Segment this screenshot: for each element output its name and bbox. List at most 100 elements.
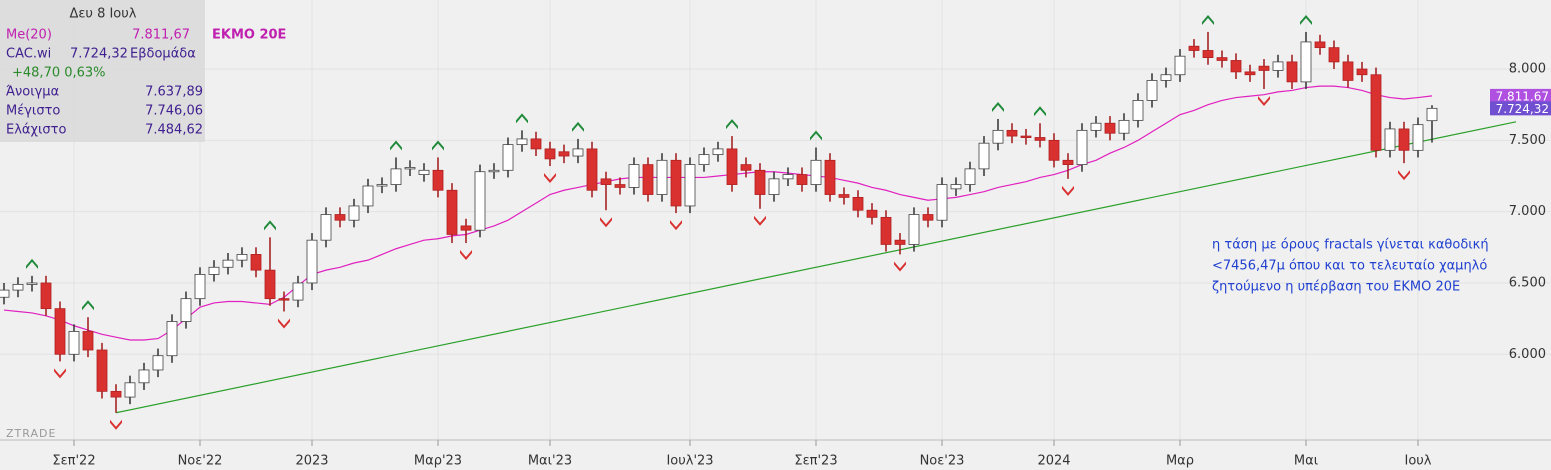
candle-body-up: [1384, 128, 1396, 151]
candle-body-up: [222, 259, 234, 268]
info-change: +48,70 0,63%: [12, 66, 106, 81]
candle-body-down: [614, 184, 626, 188]
candle-body-up: [376, 184, 388, 187]
info-background: [0, 0, 205, 142]
candle-body-down: [642, 164, 654, 195]
candle-body-up: [1118, 119, 1130, 134]
y-tick-label: 6.000: [1509, 347, 1546, 362]
candle-body-down: [544, 148, 556, 160]
info-row-label: Ελάχιστο: [6, 123, 66, 138]
candle-body-down: [82, 331, 94, 351]
candle-body-down: [1230, 60, 1242, 73]
info-row-label: Άνοιγμα: [6, 85, 59, 100]
candle-body-down: [446, 189, 458, 235]
candle-body-down: [726, 148, 738, 185]
candle-body-down: [110, 390, 122, 398]
candle-body-down: [1244, 71, 1256, 76]
candle-body-up: [936, 184, 948, 221]
annotation-line: η τάση με όρους fractals γίνεται καθοδικ…: [1212, 238, 1489, 253]
candle-body-down: [278, 298, 290, 301]
candle-body-down: [740, 164, 752, 171]
candle-body-down: [334, 214, 346, 221]
ma-last-label-box: [1490, 88, 1551, 103]
candle-body-down: [824, 159, 836, 195]
candle-body-down: [1356, 68, 1368, 76]
candle-body-down: [1314, 41, 1326, 49]
x-tick-label: Νοε'23: [920, 454, 965, 469]
annotation: η τάση με όρους fractals γίνεται καθοδικ…: [1212, 238, 1489, 295]
candle-body-up: [978, 142, 990, 170]
candle-body-down: [96, 349, 108, 392]
fractal-down: [1398, 170, 1410, 181]
info-period: Εβδομάδα: [130, 47, 196, 62]
candle-body-up: [12, 283, 24, 291]
candle-body-up: [502, 144, 514, 171]
candle-body-up: [418, 169, 430, 175]
x-tick-label: Ιουλ'23: [666, 454, 713, 469]
candle-body-up: [306, 239, 318, 284]
candle-body-up: [1412, 124, 1424, 151]
candle-body-down: [894, 239, 906, 245]
candle-body-up: [628, 164, 640, 188]
candle-body-down: [600, 178, 612, 185]
candle-body-down: [558, 151, 570, 157]
x-tick-label: Σεπ'22: [52, 454, 95, 469]
candle-body-up: [26, 282, 38, 285]
candle-body-down: [250, 254, 262, 271]
info-row-value: 7.637,89: [145, 85, 203, 100]
fractal-up: [516, 113, 528, 124]
info-row-value: 7.484,62: [145, 123, 203, 138]
candle-body-up: [656, 159, 668, 195]
candle-body-down: [1370, 74, 1382, 151]
moving-average: [3, 85, 1433, 341]
fractal-down: [600, 217, 612, 228]
trendline: [115, 121, 1517, 414]
x-tick-label: Νοε'22: [178, 454, 223, 469]
y-tick-label: 7.500: [1509, 133, 1546, 148]
marks: [0, 14, 1517, 430]
y-tick-label: 8.000: [1509, 62, 1546, 77]
candle-body-up: [908, 214, 920, 245]
candle-body-up: [390, 168, 402, 185]
candle-body-up: [292, 282, 304, 301]
fractal-up: [432, 140, 444, 151]
info-row-label: Μέγιστο: [6, 104, 60, 119]
fractal-down: [670, 220, 682, 231]
fractal-up: [1202, 14, 1214, 25]
candle-body-up: [152, 355, 164, 371]
candle-body-down: [264, 269, 276, 300]
candle-body-down: [432, 169, 444, 191]
candle-body-up: [236, 254, 248, 261]
fractal-down: [54, 368, 66, 379]
info-close: 7.724,32: [70, 47, 128, 62]
candle-body-up: [1426, 107, 1438, 122]
fractal-down: [460, 250, 472, 261]
info-ma-name: Me(20): [6, 28, 52, 43]
candle-body-up: [362, 185, 374, 207]
fractal-up: [390, 140, 402, 151]
fractal-down: [278, 318, 290, 329]
candle-body-down: [1062, 159, 1074, 165]
x-tick-label: 2023: [295, 454, 328, 469]
candle-body-up: [138, 369, 150, 384]
candle-body-up: [194, 274, 206, 300]
fractal-down: [754, 215, 766, 226]
info-ma-value: 7.811,67: [132, 28, 190, 43]
candle-body-down: [460, 225, 472, 231]
x-tick-label: Σεπ'23: [794, 454, 837, 469]
candle-body-up: [992, 129, 1004, 144]
candle-body-down: [1258, 65, 1270, 71]
candle-body-up: [782, 174, 794, 180]
fractal-up: [726, 119, 738, 130]
candle-body-up: [1300, 41, 1312, 83]
candle-body-down: [1216, 57, 1228, 61]
x-tick-label: Μαι'23: [528, 454, 572, 469]
fractal-up: [1034, 106, 1046, 117]
candle-body-down: [1048, 139, 1060, 161]
fractal-up: [82, 300, 94, 311]
candle-body-up: [1174, 55, 1186, 76]
candle-body-down: [40, 282, 52, 310]
candle-body-up: [1076, 129, 1088, 165]
info-box: Δευ 8 Ιουλ Me(20) 7.811,67 ΕΚΜΟ 20Ε CAC.…: [0, 0, 286, 142]
